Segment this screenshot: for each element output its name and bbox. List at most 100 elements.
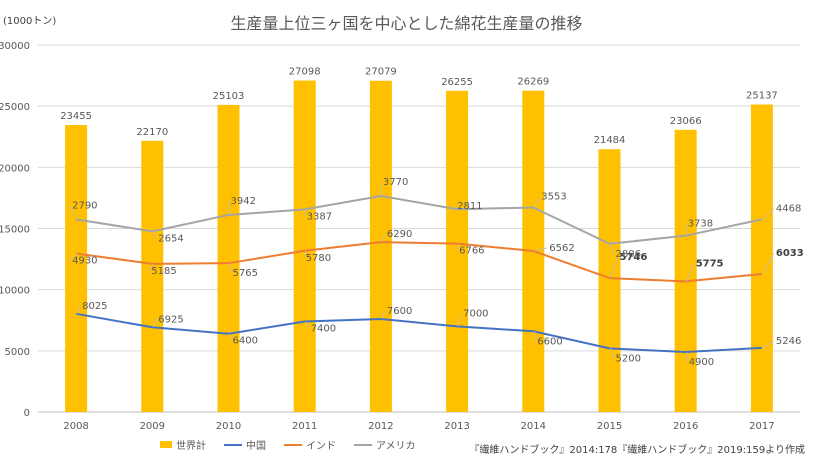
data-label-leader (686, 263, 695, 282)
y-tick-label: 25000 (0, 102, 30, 113)
data-label-leader (610, 256, 618, 279)
chart-title: 生産量上位三ヶ国を中心とした綿花生産量の推移 (230, 14, 583, 33)
data-label-usa: 3942 (231, 196, 256, 207)
x-tick-label: 2016 (673, 421, 698, 432)
data-label-leader (148, 263, 154, 272)
bar (446, 90, 469, 412)
bar-data-label: 23066 (670, 116, 702, 127)
legend-item-china: 中国 (224, 437, 266, 452)
y-tick-label: 30000 (0, 41, 30, 52)
legend-label-china: 中国 (246, 441, 266, 452)
data-label-china: 5246 (776, 336, 801, 347)
data-label-india: 6290 (387, 229, 412, 240)
data-label-india: 5775 (696, 258, 724, 269)
data-label-usa: 2654 (158, 233, 183, 244)
legend-label-india: インド (306, 441, 336, 452)
data-label-leader (533, 331, 536, 342)
bar-data-label: 21484 (594, 135, 626, 146)
data-label-leader (456, 243, 459, 251)
y-axis-unit-label: (1000トン) (3, 16, 57, 27)
data-label-leader (228, 200, 230, 215)
series-line-india (75, 241, 762, 283)
bar (217, 104, 240, 413)
data-label-china: 6925 (158, 314, 183, 325)
legend-item-world: 世界計 (160, 437, 206, 452)
data-label-india: 5765 (233, 268, 258, 279)
data-label-china: 7000 (463, 308, 488, 319)
data-label-china: 5200 (616, 353, 641, 364)
data-label-leader (69, 253, 78, 261)
data-label-usa: 3770 (383, 177, 408, 188)
data-label-china: 6600 (537, 336, 562, 347)
legend-swatch-world (160, 441, 172, 448)
y-tick-label: 10000 (0, 286, 30, 297)
data-label-leader (457, 313, 462, 327)
data-label-leader (229, 333, 231, 341)
data-label-usa: 2811 (457, 201, 482, 212)
bar-data-label: 27098 (289, 67, 321, 78)
legend-swatch-china (224, 443, 242, 446)
data-label-india: 6562 (549, 243, 574, 254)
data-label-leader (610, 243, 614, 254)
data-label-leader (762, 208, 775, 220)
y-tick-label: 15000 (0, 225, 30, 236)
y-tick-label: 5000 (5, 347, 30, 358)
data-label-leader (305, 321, 310, 329)
data-label-india: 6033 (776, 248, 804, 259)
legend-swatch-india (284, 443, 302, 446)
legend-label-usa: アメリカ (376, 441, 416, 452)
bar (369, 80, 392, 412)
x-tick-label: 2014 (521, 421, 546, 432)
bar-data-label: 22170 (136, 127, 168, 138)
data-label-leader (533, 196, 540, 208)
data-label-leader (152, 231, 157, 239)
y-tick-label: 0 (24, 408, 30, 419)
data-label-india: 5780 (306, 253, 331, 264)
x-tick-label: 2010 (216, 421, 241, 432)
x-tick-label: 2012 (368, 421, 393, 432)
data-label-china: 7600 (387, 306, 412, 317)
data-label-leader (454, 205, 459, 210)
x-tick-label: 2009 (140, 421, 165, 432)
legend-item-india: インド (284, 437, 336, 452)
data-label-usa: 3387 (307, 211, 332, 222)
bar-data-label: 25137 (746, 90, 778, 101)
bar-data-label: 27079 (365, 67, 397, 78)
legend: 世界計 中国 インド アメリカ (160, 437, 416, 452)
data-label-india: 6766 (459, 246, 484, 257)
bar-data-label: 26269 (517, 77, 549, 88)
bar (141, 140, 164, 413)
x-tick-label: 2015 (597, 421, 622, 432)
data-label-leader (381, 233, 386, 243)
data-label-leader (610, 348, 614, 359)
data-label-usa: 3553 (541, 192, 566, 203)
data-label-india: 5185 (151, 266, 176, 277)
bar (65, 125, 88, 412)
data-label-leader (762, 252, 775, 275)
data-label-usa: 2806 (616, 249, 641, 260)
data-label-leader (303, 250, 307, 258)
data-label-leader (762, 340, 775, 349)
data-label-leader (76, 305, 81, 314)
data-label-india: 4930 (72, 256, 97, 267)
data-label-usa: 3738 (688, 219, 713, 230)
bar (674, 129, 697, 412)
data-label-leader (381, 310, 386, 320)
series-line-china (75, 312, 762, 354)
data-label-leader (69, 205, 78, 220)
bar-data-label: 23455 (60, 111, 92, 122)
legend-label-world: 世界計 (176, 441, 206, 452)
x-tick-label: 2013 (444, 421, 469, 432)
bar-data-label: 25103 (213, 91, 245, 102)
data-label-leader (152, 319, 157, 328)
data-label-china: 4900 (689, 357, 714, 368)
data-label-india: 5746 (620, 252, 648, 263)
data-label-leader (534, 247, 548, 252)
data-label-usa: 2790 (72, 200, 97, 211)
bar-data-label: 26255 (441, 77, 473, 88)
y-tick-label: 20000 (0, 163, 30, 174)
source-note: 『繊維ハンドブック』2014:178『繊維ハンドブック』2019:159より作成 (469, 445, 805, 456)
legend-item-usa: アメリカ (354, 437, 416, 452)
data-label-leader (304, 209, 307, 217)
